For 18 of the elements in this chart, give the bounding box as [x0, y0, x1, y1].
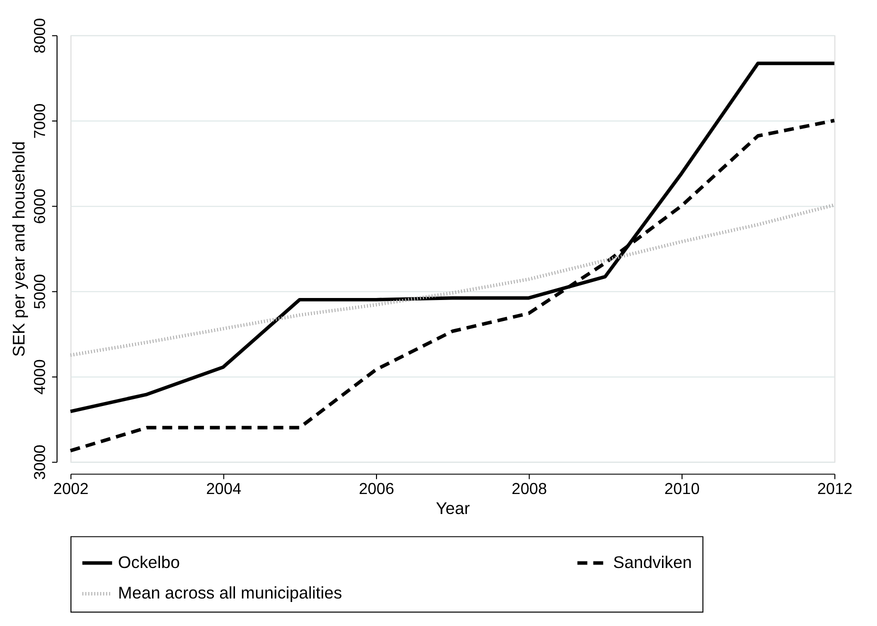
legend-label: Sandviken — [613, 552, 692, 572]
y-tick-label: 8000 — [32, 18, 50, 54]
y-tick-label: 4000 — [32, 359, 50, 395]
x-tick-label: 2004 — [206, 481, 242, 498]
x-tick-label: 2006 — [358, 481, 394, 498]
line-series — [68, 203, 836, 357]
x-tick-label: 2008 — [512, 481, 548, 498]
x-tick-label: 2012 — [817, 481, 853, 498]
y-tick-label: 3000 — [32, 444, 50, 480]
y-axis-title: SEK per year and household — [9, 141, 28, 357]
legend-label: Ockelbo — [118, 552, 180, 572]
legend-label: Mean across all municipalities — [118, 584, 342, 603]
x-tick-label: 2002 — [53, 481, 89, 498]
x-axis-title: Year — [436, 498, 470, 518]
y-tick-label: 7000 — [32, 103, 50, 139]
x-tick-label: 2010 — [664, 481, 700, 498]
y-tick-label: 6000 — [32, 188, 50, 224]
y-tick-label: 5000 — [32, 274, 50, 310]
